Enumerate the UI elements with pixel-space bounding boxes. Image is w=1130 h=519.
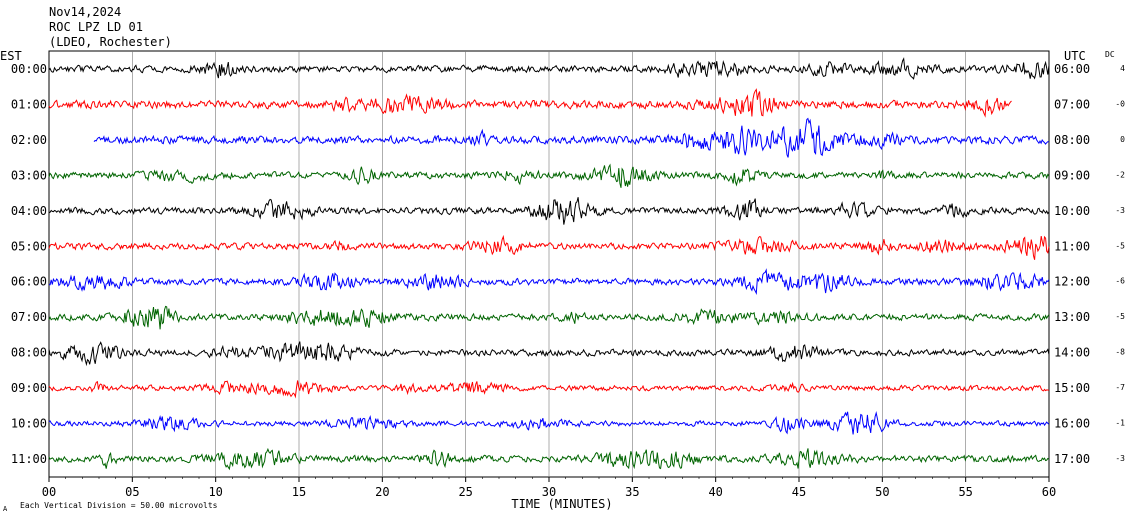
- est-hour-label: 06:00: [11, 275, 47, 289]
- x-tick-label: 55: [958, 485, 972, 499]
- corner-mark: A: [3, 505, 8, 513]
- seismic-trace: [48, 88, 1012, 118]
- x-tick-label: 30: [542, 485, 556, 499]
- dc-offset-label: 4: [1120, 64, 1125, 73]
- x-tick-label: 45: [792, 485, 806, 499]
- est-hour-label: 02:00: [11, 133, 47, 147]
- est-hour-label: 03:00: [11, 168, 47, 182]
- header-station: ROC LPZ LD 01: [49, 20, 143, 34]
- seismic-trace: [48, 57, 1050, 80]
- x-tick-label: 10: [208, 485, 222, 499]
- x-tick-label: 60: [1042, 485, 1056, 499]
- right-axis-title: UTC: [1064, 49, 1086, 63]
- est-hour-label: 08:00: [11, 346, 47, 360]
- seismic-trace: [48, 197, 1050, 225]
- x-tick-label: 35: [625, 485, 639, 499]
- x-tick-label: 25: [458, 485, 472, 499]
- est-hour-label: 04:00: [11, 204, 47, 218]
- dc-offset-label: -3: [1115, 206, 1125, 215]
- label-layer: 00 05 10 15 20 25 30 35 40 45 50 55 60 00:00 06:00 4 01:…: [11, 62, 1125, 499]
- dc-offset-label: -7: [1115, 383, 1125, 392]
- utc-hour-label: 10:00: [1054, 204, 1090, 218]
- x-tick-label: 40: [708, 485, 722, 499]
- utc-hour-label: 06:00: [1054, 62, 1090, 76]
- x-tick-label: 50: [875, 485, 889, 499]
- utc-hour-label: 13:00: [1054, 310, 1090, 324]
- seismic-trace: [48, 341, 1050, 367]
- dc-offset-label: -0: [1115, 99, 1125, 108]
- seismic-trace: [48, 163, 1050, 188]
- x-axis-label: TIME (MINUTES): [511, 497, 612, 511]
- utc-hour-label: 07:00: [1054, 97, 1090, 111]
- x-tick-label: 15: [292, 485, 306, 499]
- utc-hour-label: 14:00: [1054, 346, 1090, 360]
- seismic-trace: [48, 305, 1050, 330]
- dc-offset-label: -5: [1115, 241, 1125, 250]
- est-hour-label: 01:00: [11, 97, 47, 111]
- dc-offset-label: 0: [1120, 135, 1125, 144]
- utc-hour-label: 15:00: [1054, 381, 1090, 395]
- utc-hour-label: 11:00: [1054, 239, 1090, 253]
- x-tick-label: 00: [42, 485, 56, 499]
- dc-offset-label: -8: [1115, 348, 1125, 357]
- utc-hour-label: 17:00: [1054, 452, 1090, 466]
- utc-hour-label: 16:00: [1054, 417, 1090, 431]
- seismic-trace: [93, 117, 1049, 158]
- dc-offset-label: -1: [1115, 419, 1125, 428]
- seismic-trace: [48, 380, 1049, 399]
- trace-layer: [48, 57, 1050, 471]
- dc-offset-label: -3: [1115, 454, 1125, 463]
- utc-hour-label: 12:00: [1054, 275, 1090, 289]
- left-axis-title: EST: [0, 49, 22, 63]
- dc-offset-label: -5: [1115, 312, 1125, 321]
- est-hour-label: 09:00: [11, 381, 47, 395]
- x-tick-label: 05: [125, 485, 139, 499]
- dc-offset-label: -2: [1115, 170, 1125, 179]
- est-hour-label: 07:00: [11, 310, 47, 324]
- x-tick-label: 20: [375, 485, 389, 499]
- seismic-trace: [48, 234, 1050, 260]
- est-hour-label: 05:00: [11, 239, 47, 253]
- seismic-trace: [49, 268, 1050, 296]
- est-hour-label: 11:00: [11, 452, 47, 466]
- est-hour-label: 10:00: [11, 417, 47, 431]
- seismic-trace: [48, 447, 1050, 471]
- scale-note: Each Vertical Division = 50.00 microvolt…: [20, 501, 218, 510]
- utc-hour-label: 08:00: [1054, 133, 1090, 147]
- header-date: Nov14,2024: [49, 5, 121, 19]
- dc-offset-label: -6: [1115, 277, 1125, 286]
- utc-hour-label: 09:00: [1054, 168, 1090, 182]
- est-hour-label: 00:00: [11, 62, 47, 76]
- seismic-trace: [48, 411, 1050, 435]
- dc-label: DC: [1105, 50, 1115, 59]
- grid-lines: [48, 51, 1050, 482]
- header-network: (LDEO, Rochester): [49, 35, 172, 49]
